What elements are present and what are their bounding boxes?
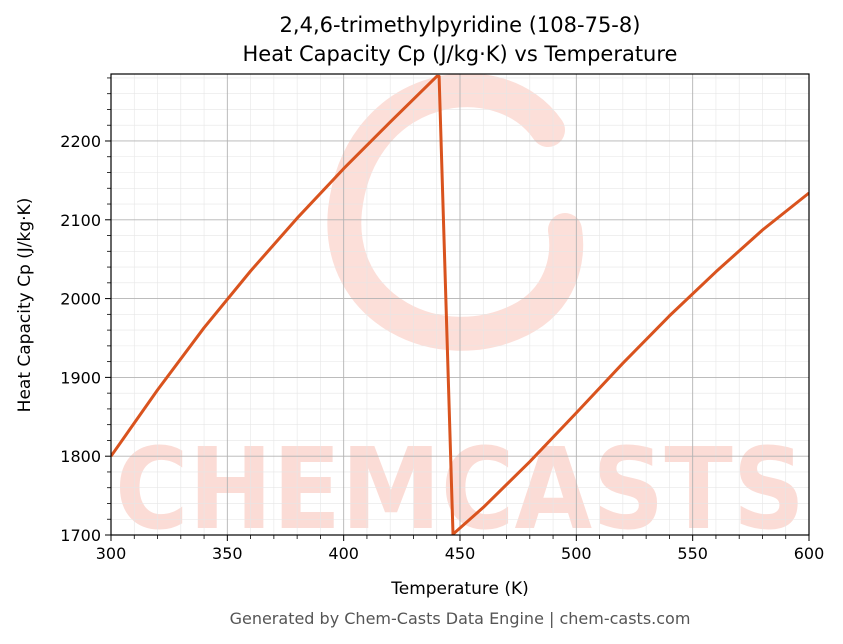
x-axis-ticks: 300 350 400 450 500 550 600 — [96, 535, 825, 563]
watermark-swirl — [327, 74, 584, 351]
x-axis-label: Temperature (K) — [390, 579, 529, 599]
y-tick-label: 2200 — [60, 132, 101, 151]
x-tick-label: 550 — [677, 544, 708, 563]
x-tick-label: 600 — [794, 544, 825, 563]
chart-title-line2: Heat Capacity Cp (J/kg·K) vs Temperature — [243, 42, 678, 66]
x-tick-label: 450 — [445, 544, 476, 563]
y-tick-label: 1800 — [60, 447, 101, 466]
footer-credit: Generated by Chem-Casts Data Engine | ch… — [230, 609, 691, 628]
y-tick-label: 1900 — [60, 368, 101, 387]
y-tick-label: 2100 — [60, 211, 101, 230]
x-tick-label: 500 — [561, 544, 592, 563]
series-line — [111, 74, 809, 535]
y-axis-ticks: 1700 1800 1900 2000 2100 2200 — [60, 77, 111, 545]
x-tick-label: 350 — [212, 544, 243, 563]
chart-title-line1: 2,4,6-trimethylpyridine (108-75-8) — [280, 13, 641, 37]
x-tick-label: 300 — [96, 544, 127, 563]
y-tick-label: 2000 — [60, 290, 101, 309]
x-tick-label: 400 — [328, 544, 359, 563]
y-axis-label: Heat Capacity Cp (J/kg·K) — [15, 198, 35, 413]
y-tick-label: 1700 — [60, 526, 101, 545]
